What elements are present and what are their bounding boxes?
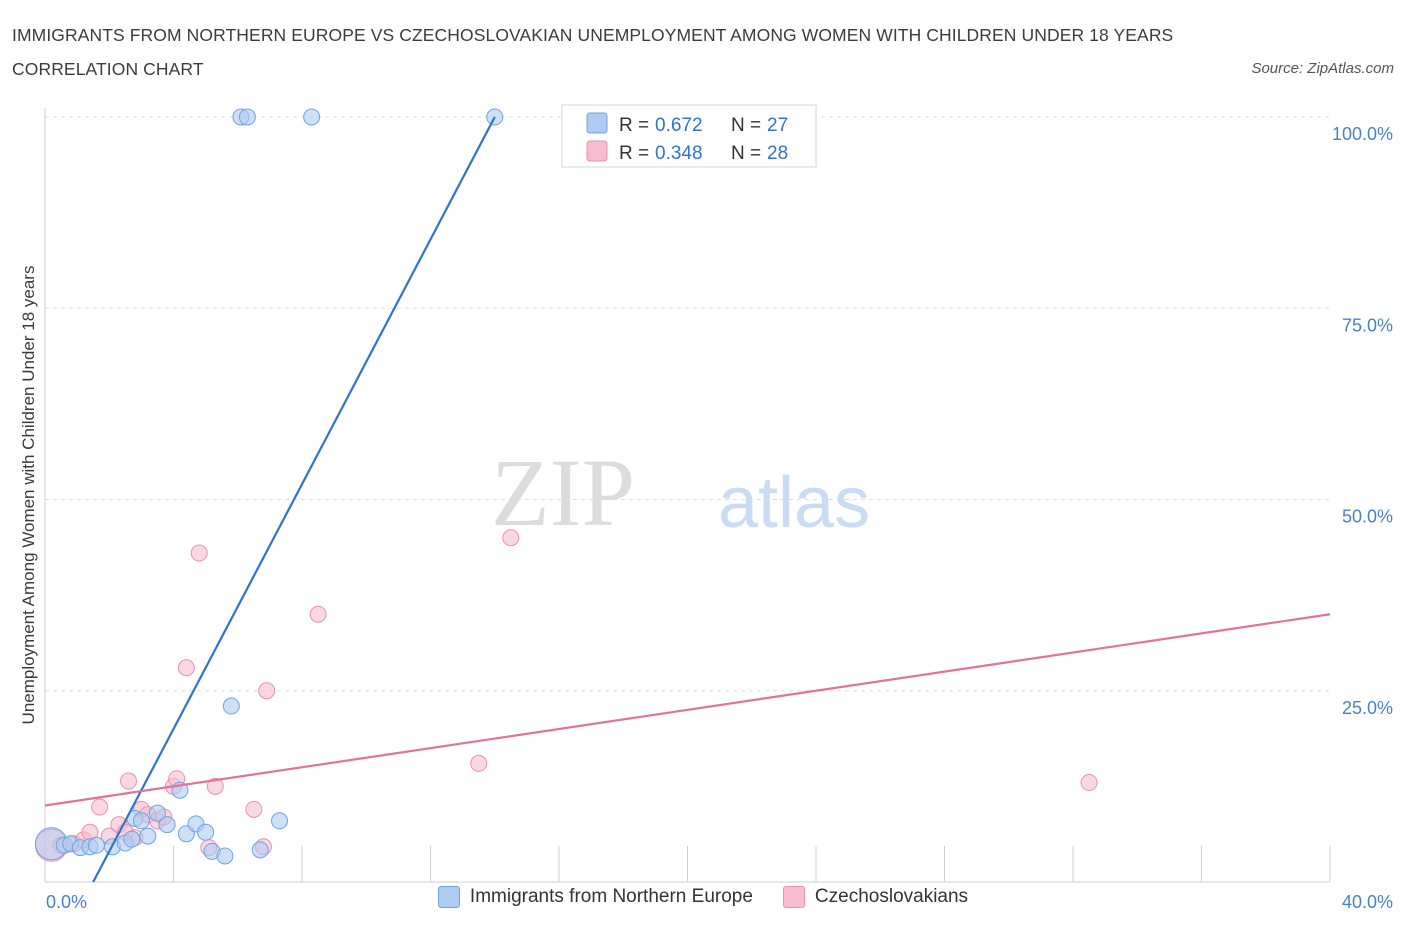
data-point-blue <box>222 697 240 715</box>
data-point-blue <box>148 804 166 822</box>
legend-swatch-pink <box>586 140 608 162</box>
series-legend: Immigrants from Northern Europe Czechosl… <box>0 886 1406 908</box>
data-point-blue <box>132 812 150 830</box>
data-point-pink <box>470 754 488 772</box>
legend-box: R = 0.672 N = 27 R = 0.348 N = 28 <box>561 104 817 168</box>
swatch-pink <box>782 886 805 908</box>
source-label: Source: ZipAtlas.com <box>1251 60 1394 77</box>
data-point-blue <box>123 830 141 848</box>
data-point-pink <box>206 777 224 795</box>
watermark-zip: ZIP <box>491 439 635 546</box>
data-point-pink <box>502 529 520 547</box>
data-point-blue <box>216 847 234 865</box>
data-point-pink <box>245 800 263 818</box>
y-tick-label: 50.0% <box>1342 507 1393 527</box>
data-point-blue <box>303 108 321 126</box>
data-point-pink <box>177 659 195 677</box>
legend-n-value: 27 <box>767 115 788 136</box>
data-point-pink <box>309 605 327 623</box>
data-points <box>34 108 1098 865</box>
data-point-pink <box>91 798 109 816</box>
data-point-pink <box>258 682 276 700</box>
data-point-blue <box>158 816 176 834</box>
x-tick-label: 40.0% <box>1342 892 1393 912</box>
data-point-blue <box>271 812 289 830</box>
data-point-pink <box>190 544 208 562</box>
data-point-blue <box>87 836 105 854</box>
data-point-blue <box>139 827 157 845</box>
legend-r-value: 0.348 <box>655 143 703 164</box>
chart-title: IMMIGRANTS FROM NORTHERN EUROPE VS CZECH… <box>12 25 1174 79</box>
tick-labels: 25.0% 50.0% 75.0% 100.0% 0.0% 40.0% <box>46 124 1393 912</box>
x-tick-label: 0.0% <box>46 892 87 912</box>
trend-line-pink <box>44 613 1331 807</box>
legend-item-czechoslovakians[interactable]: Czechoslovakians <box>782 886 969 908</box>
legend-r-label: R = <box>619 143 649 164</box>
legend-swatch-blue <box>586 112 608 134</box>
legend-item-northern-europe[interactable]: Immigrants from Northern Europe <box>437 886 753 908</box>
axes <box>44 108 1331 883</box>
legend-n-label: N = <box>731 143 761 164</box>
y-axis-label: Unemployment Among Women with Children U… <box>19 266 38 725</box>
legend-label: Czechoslovakians <box>814 886 969 907</box>
data-point-blue <box>238 108 256 126</box>
legend-n-label: N = <box>731 115 761 136</box>
legend-label: Immigrants from Northern Europe <box>469 886 753 907</box>
y-tick-label: 75.0% <box>1342 315 1393 335</box>
legend-r-label: R = <box>619 115 649 136</box>
trend-lines <box>44 116 1331 883</box>
legend-n-value: 28 <box>767 143 788 164</box>
y-tick-label: 25.0% <box>1342 698 1393 718</box>
data-point-pink <box>120 772 138 790</box>
data-point-blue <box>251 841 269 859</box>
watermark-atlas: atlas <box>718 463 870 543</box>
trend-line-blue <box>92 116 496 883</box>
watermark: ZIP atlas <box>491 439 870 546</box>
data-point-pink <box>1080 774 1098 792</box>
y-tick-label: 100.0% <box>1332 124 1393 144</box>
swatch-blue <box>437 886 460 908</box>
legend-r-value: 0.672 <box>655 115 703 136</box>
data-point-blue <box>197 823 215 841</box>
